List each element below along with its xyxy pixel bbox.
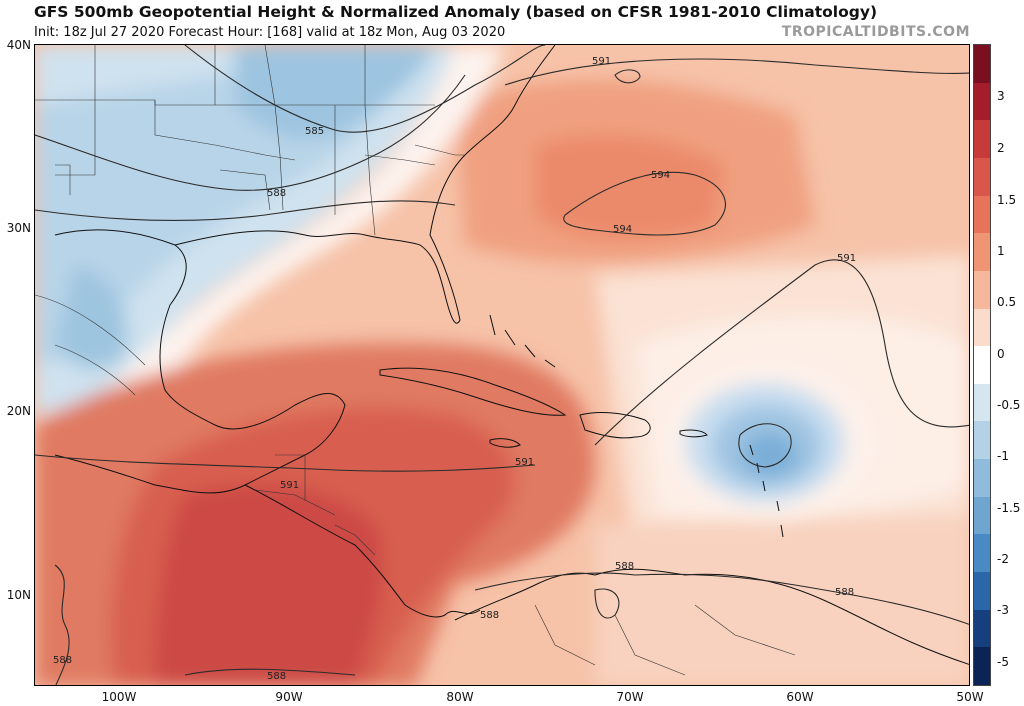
anomaly-field	[35, 45, 969, 685]
political-borders	[35, 45, 796, 676]
map-panel: 591 585 588 594 594 591 591 591 588 588 …	[34, 44, 970, 686]
colorbar-tick-label: -0.5	[997, 398, 1021, 412]
lat-label-20n: 20N	[6, 404, 31, 418]
contour-label: 591	[837, 253, 856, 264]
contour-label: 588	[267, 671, 286, 682]
contour-labels: 591 585 588 594 594 591 591 591 588 588 …	[53, 56, 856, 682]
lat-label-40n: 40N	[6, 38, 31, 52]
colorbar-segment	[974, 496, 990, 535]
colorbar-segment	[974, 270, 990, 310]
colorbar-tick-label: 1.5	[997, 193, 1017, 207]
contour-label: 588	[480, 610, 499, 621]
colorbar-segment	[974, 120, 990, 159]
colorbar-segment	[974, 233, 990, 272]
coastlines	[54, 45, 969, 665]
colorbar-tick-label: 2	[997, 141, 1005, 155]
lon-label-80w: 80W	[446, 690, 474, 704]
lon-label-60w: 60W	[786, 690, 814, 704]
colorbar-segment	[974, 459, 990, 498]
colorbar-segment	[974, 157, 990, 197]
colorbar-segment	[974, 572, 990, 611]
map-subtitle: Init: 18z Jul 27 2020 Forecast Hour: [16…	[34, 25, 506, 40]
colorbar-tick-label: -5	[997, 655, 1009, 669]
contour-label: 588	[267, 188, 286, 199]
colorbar-segment	[974, 195, 990, 234]
anomaly-map: 591 585 588 594 594 591 591 591 588 588 …	[35, 45, 969, 685]
lon-label-90w: 90W	[275, 690, 303, 704]
colorbar-segment	[974, 45, 990, 84]
contour-label: 585	[305, 126, 324, 137]
colorbar-segment	[974, 421, 990, 460]
contour-label: 588	[835, 587, 854, 598]
contour-label: 591	[280, 480, 299, 491]
colorbar-tick-label: 0	[997, 347, 1005, 361]
lat-label-10n: 10N	[6, 588, 31, 602]
colorbar-segment	[974, 308, 990, 347]
lat-label-30n: 30N	[6, 221, 31, 235]
contour-label: 591	[515, 457, 534, 468]
colorbar-tick-label: 1	[997, 244, 1005, 258]
lon-label-70w: 70W	[616, 690, 644, 704]
contour-label: 594	[651, 170, 670, 181]
contour-label: 588	[615, 561, 634, 572]
brand-watermark: TROPICALTIDBITS.COM	[781, 24, 970, 40]
colorbar-tick-label: -1.5	[997, 501, 1021, 515]
colorbar-segment	[974, 383, 990, 422]
colorbar-tick-label: 0.5	[997, 295, 1017, 309]
height-contours	[35, 45, 969, 685]
colorbar-segment	[974, 534, 990, 573]
lon-label-100w: 100W	[101, 690, 137, 704]
colorbar-segment	[974, 346, 990, 385]
colorbar-tick-label: -3	[997, 603, 1009, 617]
colorbar-segment	[974, 609, 990, 648]
contour-label: 591	[592, 56, 611, 67]
contour-label: 588	[53, 655, 72, 666]
colorbar-tick-label: 3	[997, 89, 1005, 103]
colorbar-tick-label: -2	[997, 552, 1009, 566]
colorbar-tick-label: -1	[997, 449, 1009, 463]
map-title: GFS 500mb Geopotential Height & Normaliz…	[34, 3, 878, 21]
contour-label: 594	[613, 224, 632, 235]
colorbar-segment	[974, 647, 990, 686]
anomaly-colorbar	[973, 44, 991, 686]
colorbar-segment	[974, 82, 990, 121]
lon-label-50w: 50W	[956, 690, 984, 704]
